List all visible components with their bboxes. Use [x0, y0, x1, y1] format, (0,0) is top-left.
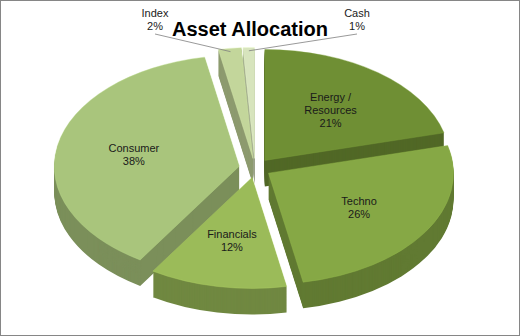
title: Asset Allocation [172, 18, 328, 40]
category-label-line: Energy / [310, 91, 352, 103]
data-label: 21% [320, 117, 342, 129]
category-label: Index [142, 7, 169, 19]
category-label-line: Financials [207, 228, 257, 240]
category-label: Consumer [109, 142, 160, 154]
data-label: 26% [348, 208, 370, 220]
frame [1, 1, 520, 336]
pie [54, 47, 453, 314]
slice-side [153, 178, 287, 289]
slice-group [153, 177, 287, 314]
category-label-line: Consumer [109, 142, 160, 154]
chart: Asset Allocation Energy /Resources21% Tech… [0, 0, 520, 336]
leader-line [249, 34, 357, 51]
slice [269, 146, 454, 283]
slice-side [265, 50, 444, 161]
category-label-line: Techno [341, 195, 376, 207]
category-label: Financials [207, 228, 257, 240]
plot-area [54, 47, 453, 314]
category-label: Cash [344, 7, 370, 19]
slice-group [269, 146, 454, 309]
data-label: 38% [123, 155, 145, 167]
data-label: 1% [349, 20, 365, 32]
category-label: Techno [341, 195, 376, 207]
category-label-line: Resources [304, 104, 357, 116]
data-label: 2% [147, 20, 163, 32]
category-label: Energy /Resources [304, 91, 357, 116]
data-label: 12% [221, 241, 243, 253]
leader-line [155, 34, 231, 52]
slice [153, 177, 287, 288]
slice-side [269, 147, 454, 284]
labels: Energy /Resources21%Techno26%Financials1… [109, 7, 377, 253]
slice [265, 49, 444, 160]
